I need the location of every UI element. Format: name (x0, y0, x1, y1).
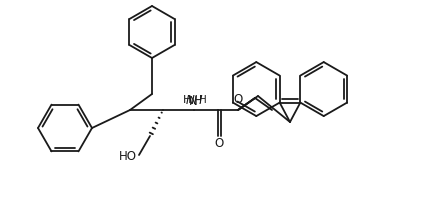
Text: H: H (198, 95, 206, 105)
Text: HO: HO (119, 149, 137, 163)
Text: O: O (233, 93, 242, 106)
Text: N: N (188, 95, 197, 108)
Text: H: H (182, 95, 191, 105)
Text: O: O (214, 137, 223, 150)
Text: NH: NH (186, 94, 204, 107)
